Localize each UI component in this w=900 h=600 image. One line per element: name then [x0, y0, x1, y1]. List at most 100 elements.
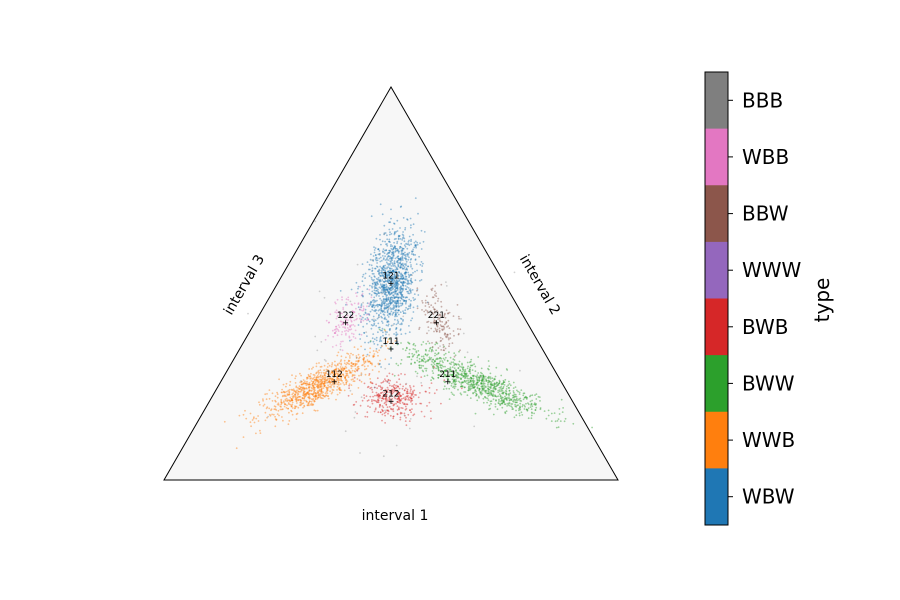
- data-point: [374, 292, 376, 295]
- data-point: [340, 378, 342, 381]
- data-point: [487, 399, 490, 401]
- data-point: [323, 395, 326, 398]
- data-point: [336, 377, 339, 380]
- data-point: [350, 378, 353, 381]
- data-point: [300, 381, 303, 383]
- data-point: [323, 373, 326, 376]
- data-point: [402, 312, 405, 314]
- data-point: [408, 427, 411, 430]
- data-point: [367, 319, 370, 321]
- data-point: [391, 286, 394, 288]
- data-point: [376, 401, 379, 403]
- data-point: [366, 261, 369, 263]
- data-point: [412, 254, 415, 256]
- data-point: [327, 321, 330, 324]
- data-point: [410, 319, 412, 322]
- data-point: [384, 329, 387, 332]
- data-point: [355, 295, 358, 298]
- data-point: [399, 258, 401, 260]
- data-point: [387, 287, 390, 289]
- data-point: [359, 315, 362, 317]
- data-point: [277, 404, 280, 406]
- data-point: [290, 397, 293, 400]
- data-point: [410, 274, 412, 276]
- data-point: [339, 383, 342, 385]
- data-point: [456, 371, 459, 374]
- data-point: [384, 280, 387, 283]
- data-point: [381, 283, 384, 286]
- data-point: [350, 314, 352, 317]
- data-point: [351, 393, 353, 395]
- data-point: [392, 342, 394, 345]
- data-point: [401, 288, 403, 291]
- data-point: [383, 257, 385, 260]
- data-point: [530, 414, 533, 417]
- data-point: [402, 217, 405, 219]
- data-point: [388, 291, 391, 294]
- data-point: [356, 369, 359, 372]
- data-point: [330, 371, 333, 373]
- data-point: [433, 330, 435, 333]
- data-point: [380, 309, 382, 312]
- data-point: [339, 348, 342, 351]
- data-point: [404, 312, 407, 315]
- data-point: [401, 401, 404, 404]
- data-point: [386, 375, 388, 377]
- data-point: [377, 248, 380, 251]
- data-point: [242, 436, 245, 438]
- data-point: [395, 327, 398, 329]
- data-point: [382, 290, 384, 292]
- data-point: [387, 264, 390, 266]
- data-point: [428, 392, 431, 394]
- data-point: [337, 381, 340, 384]
- data-point: [518, 412, 521, 415]
- data-point: [392, 385, 395, 387]
- data-point: [404, 271, 407, 274]
- data-point: [499, 394, 502, 397]
- data-point: [477, 381, 479, 384]
- data-point: [386, 321, 389, 324]
- data-point: [400, 263, 403, 266]
- data-point: [316, 349, 319, 352]
- data-point: [313, 376, 316, 378]
- data-point: [377, 253, 380, 256]
- data-point: [375, 265, 378, 268]
- data-point: [386, 238, 389, 241]
- data-point: [402, 236, 405, 239]
- data-point: [445, 285, 448, 287]
- data-point: [318, 386, 320, 389]
- data-point: [355, 314, 358, 317]
- data-point: [353, 416, 356, 419]
- data-point: [381, 268, 384, 270]
- data-point: [511, 403, 514, 405]
- data-point: [406, 253, 408, 256]
- data-point: [375, 277, 378, 280]
- data-point: [319, 393, 321, 396]
- data-point: [404, 268, 407, 271]
- data-point: [470, 358, 473, 361]
- data-point: [305, 382, 308, 385]
- data-point: [366, 288, 369, 290]
- data-point: [387, 297, 389, 300]
- data-point: [364, 308, 367, 311]
- data-point: [430, 304, 433, 307]
- data-point: [324, 381, 326, 383]
- data-point: [403, 299, 406, 302]
- data-point: [406, 269, 408, 271]
- data-point: [398, 258, 401, 261]
- data-point: [374, 386, 376, 389]
- data-point: [374, 258, 377, 260]
- data-point: [304, 382, 306, 385]
- data-point: [316, 379, 319, 381]
- data-point: [386, 288, 388, 291]
- data-point: [359, 285, 361, 288]
- data-point: [316, 397, 319, 400]
- data-point: [426, 295, 428, 297]
- data-point: [503, 391, 505, 394]
- data-point: [389, 414, 392, 417]
- data-point: [386, 275, 388, 278]
- data-point: [333, 371, 336, 373]
- data-point: [381, 267, 384, 270]
- data-point: [288, 393, 291, 395]
- data-point: [443, 359, 446, 361]
